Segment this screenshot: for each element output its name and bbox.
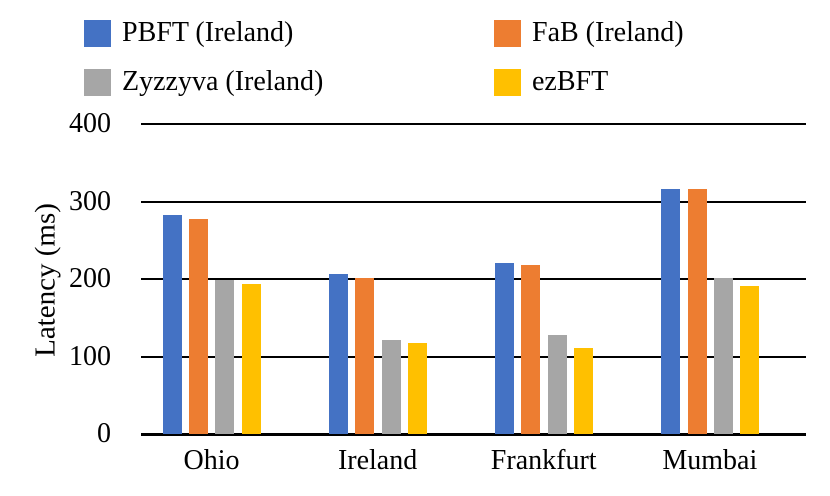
bar-ezbft-frankfurt [573, 347, 593, 434]
x-axis-label-mumbai: Mumbai [662, 445, 758, 476]
gridline-300 [141, 200, 806, 203]
gridline-100 [141, 355, 806, 358]
gridline-200 [141, 278, 806, 280]
legend-swatch-fab [494, 19, 521, 47]
y-tick-label-400: 400 [69, 108, 111, 139]
plot-area [141, 123, 806, 436]
bar-pbft-frankfurt [495, 262, 515, 434]
legend-swatch-pbft [84, 19, 111, 47]
legend-swatch-zyzzyva [84, 68, 111, 96]
bar-fab-ohio [189, 219, 209, 434]
gridline-400 [141, 123, 806, 125]
bar-pbft-ohio [163, 214, 182, 434]
legend-item-zyzzyva: Zyzzyva (Ireland) [84, 68, 323, 96]
bar-zyzzyva-ireland [381, 340, 401, 434]
x-axis-line [141, 432, 806, 436]
y-axis-tick-labels: 0 100 200 300 400 [0, 109, 111, 449]
x-axis-label-ohio: Ohio [183, 445, 240, 476]
bar-ezbft-ireland [407, 342, 427, 434]
legend-item-pbft: PBFT (Ireland) [84, 19, 293, 47]
legend-item-fab: FaB (Ireland) [494, 19, 684, 47]
bar-zyzzyva-ohio [215, 279, 235, 434]
bar-pbft-mumbai [661, 189, 681, 434]
y-tick-label-0: 0 [97, 418, 111, 449]
y-tick-label-200: 200 [69, 263, 111, 294]
bar-ezbft-ohio [241, 283, 261, 434]
bar-pbft-ireland [329, 274, 349, 434]
legend-label-ezbft: ezBFT [532, 66, 609, 97]
y-tick-label-300: 300 [69, 185, 111, 217]
bar-fab-frankfurt [521, 265, 541, 434]
bar-fab-ireland [355, 278, 375, 434]
bar-ezbft-mumbai [739, 285, 759, 434]
y-tick-label-100: 100 [69, 340, 111, 372]
legend-label-fab: FaB (Ireland) [532, 17, 684, 48]
bar-fab-mumbai [687, 189, 707, 434]
x-axis-label-frankfurt: Frankfurt [490, 445, 597, 476]
x-axis-labels: Ohio Ireland Frankfurt Mumbai [141, 444, 806, 484]
legend-swatch-ezbft [494, 68, 521, 96]
legend-label-pbft: PBFT (Ireland) [122, 17, 294, 48]
legend-item-ezbft: ezBFT [494, 68, 608, 96]
x-axis-label-ireland: Ireland [337, 445, 418, 476]
bar-zyzzyva-frankfurt [547, 334, 567, 434]
bar-zyzzyva-mumbai [713, 278, 733, 434]
legend-label-zyzzyva: Zyzzyva (Ireland) [122, 66, 324, 97]
